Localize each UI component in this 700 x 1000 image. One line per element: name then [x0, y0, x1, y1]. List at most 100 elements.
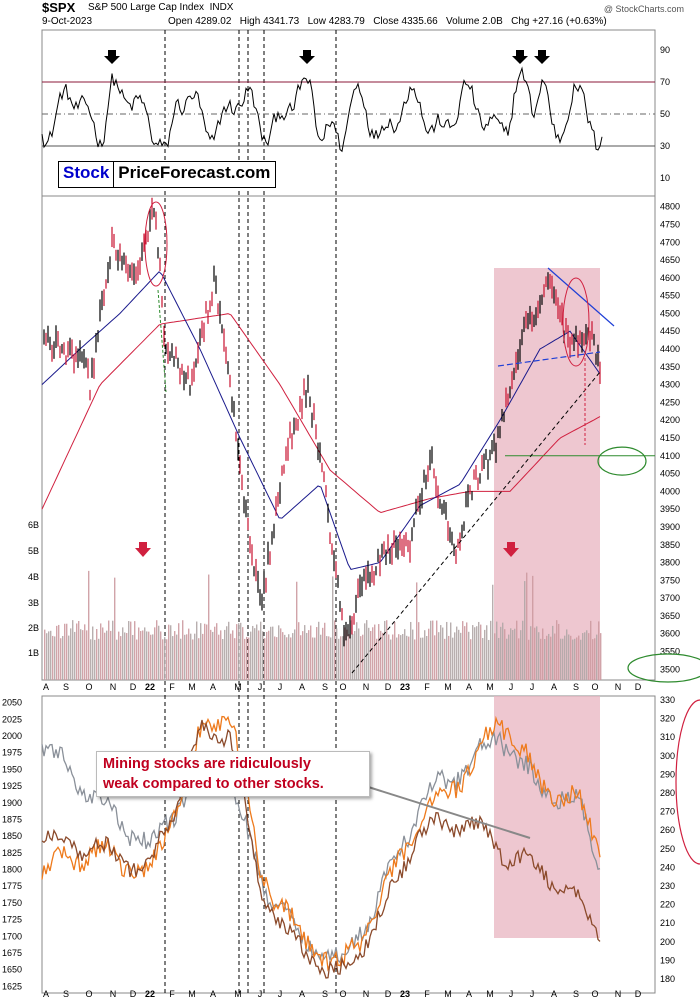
volume-bar — [312, 637, 314, 680]
price-tick-label: 4700 — [660, 237, 680, 247]
volume-bar — [464, 626, 466, 680]
volume-bar — [248, 637, 250, 680]
volume-bar — [596, 634, 598, 680]
volume-bar — [402, 634, 404, 680]
volume-bar — [522, 620, 524, 680]
ticker-symbol[interactable]: $SPX — [42, 0, 76, 15]
volume-bar — [222, 639, 224, 680]
volume-bar — [544, 639, 546, 680]
volume-bar — [286, 637, 288, 680]
volume-bar — [136, 639, 138, 680]
volume-bar — [302, 631, 304, 680]
site-logo[interactable]: Stock PriceForecast.com — [58, 161, 277, 188]
volume-bar — [414, 639, 416, 680]
volume-bar — [540, 638, 542, 680]
metals-left-tick-label: 1800 — [2, 865, 22, 875]
volume-bar — [326, 636, 328, 680]
volume-bar — [48, 631, 50, 680]
volume-bar — [86, 630, 88, 680]
volume-bar — [272, 626, 274, 680]
price-x-label: O — [85, 682, 92, 692]
volume-bar — [364, 623, 366, 680]
volume-bar — [406, 635, 408, 680]
volume-bar — [238, 623, 240, 680]
volume-bar — [66, 623, 68, 680]
metals-x-label: D — [130, 989, 137, 999]
volume-bar — [568, 634, 570, 680]
volume-bar — [80, 629, 82, 680]
price-x-label: N — [363, 682, 370, 692]
volume-bar — [492, 584, 494, 680]
volume-bar — [324, 622, 326, 680]
price-tick-label: 3850 — [660, 540, 680, 550]
price-x-label: S — [322, 682, 328, 692]
price-tick-label: 4100 — [660, 451, 680, 461]
volume-bar — [404, 629, 406, 680]
volume-bar — [110, 630, 112, 680]
metals-left-tick-label: 1675 — [2, 948, 22, 958]
volume-bar — [208, 574, 210, 680]
volume-bar — [478, 621, 480, 680]
watermark[interactable]: @ StockCharts.com — [603, 4, 684, 14]
metals-right-tick-label: 260 — [660, 825, 675, 835]
volume-bar — [90, 639, 92, 680]
price-tick-label: 3800 — [660, 558, 680, 568]
volume-bar — [316, 627, 318, 680]
volume-bar — [130, 621, 132, 680]
exchange-label: INDX — [209, 2, 234, 13]
volume-bar — [384, 620, 386, 680]
volume-bar — [154, 627, 156, 680]
chart-date: 9-Oct-2023 — [42, 16, 93, 27]
volume-bar — [178, 623, 180, 680]
volume-bar — [352, 633, 354, 680]
volume-bar — [216, 623, 218, 680]
volume-bar — [252, 625, 254, 680]
volume-bar — [196, 621, 198, 680]
volume-bar — [220, 630, 222, 680]
volume-bar — [386, 620, 388, 680]
metals-right-tick-label: 230 — [660, 881, 675, 891]
metals-x-label: D — [635, 989, 642, 999]
volume-bar — [314, 637, 316, 680]
metals-x-label: 22 — [145, 989, 155, 999]
chart-header: $SPX S&P 500 Large Cap Index INDX @ Stoc… — [0, 0, 700, 30]
volume-bar — [598, 621, 600, 680]
metals-x-label: A — [551, 989, 557, 999]
price-x-label: M — [444, 682, 452, 692]
volume-bar — [532, 575, 534, 680]
volume-bar — [350, 620, 352, 680]
metals-left-tick-label: 1825 — [2, 848, 22, 858]
metals-right-tick-label: 310 — [660, 732, 675, 742]
volume-bar — [200, 623, 202, 680]
volume-bar — [84, 624, 86, 680]
metals-x-label: S — [63, 989, 69, 999]
volume-bar — [146, 631, 148, 680]
volume-tick-label: 4B — [28, 572, 39, 582]
metals-x-label: A — [299, 989, 305, 999]
price-x-label: D — [635, 682, 642, 692]
volume-bar — [164, 637, 166, 680]
volume-bar — [584, 632, 586, 680]
volume-bar — [78, 620, 80, 680]
metals-right-tick-label: 280 — [660, 788, 675, 798]
volume-bar — [242, 627, 244, 680]
volume-bar — [274, 636, 276, 680]
volume-bar — [182, 620, 184, 680]
volume-bar — [512, 630, 514, 680]
volume-bar — [258, 630, 260, 680]
volume-bar — [212, 631, 214, 680]
volume-bar — [548, 633, 550, 680]
metals-x-label: A — [210, 989, 216, 999]
volume-bar — [358, 628, 360, 680]
volume-bar — [470, 639, 472, 680]
volume-bar — [96, 629, 98, 680]
price-tick-label: 4250 — [660, 397, 680, 407]
metals-right-tick-label: 250 — [660, 844, 675, 854]
volume-bar — [270, 626, 272, 680]
price-tick-label: 3650 — [660, 611, 680, 621]
volume-bar — [594, 638, 596, 680]
price-x-label: M — [188, 682, 196, 692]
volume-bar — [128, 621, 130, 680]
volume-bar — [50, 630, 52, 680]
